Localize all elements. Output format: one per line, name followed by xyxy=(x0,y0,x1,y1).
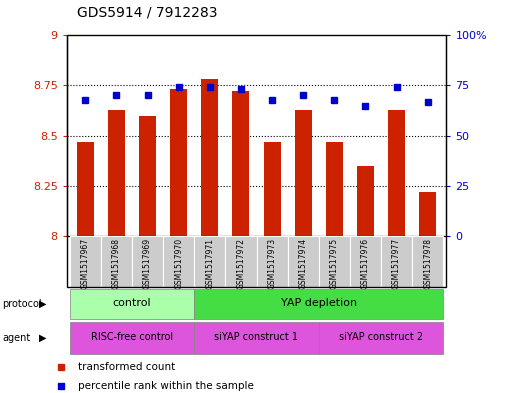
Text: siYAP construct 2: siYAP construct 2 xyxy=(339,332,423,342)
Text: RISC-free control: RISC-free control xyxy=(91,332,173,342)
Bar xyxy=(163,236,194,287)
Text: YAP depletion: YAP depletion xyxy=(281,298,357,308)
Bar xyxy=(194,322,319,354)
Bar xyxy=(264,141,281,236)
Text: GSM1517974: GSM1517974 xyxy=(299,238,308,290)
Bar xyxy=(326,141,343,236)
Text: GSM1517973: GSM1517973 xyxy=(268,238,277,290)
Bar xyxy=(225,236,256,287)
Bar xyxy=(288,236,319,287)
Bar xyxy=(412,236,443,287)
Bar xyxy=(194,288,443,319)
Text: control: control xyxy=(113,298,151,308)
Text: GSM1517978: GSM1517978 xyxy=(423,238,432,289)
Bar xyxy=(77,141,94,236)
Bar xyxy=(256,236,288,287)
Bar xyxy=(319,236,350,287)
Bar xyxy=(70,322,194,354)
Bar xyxy=(419,192,436,236)
Bar xyxy=(101,236,132,287)
Text: percentile rank within the sample: percentile rank within the sample xyxy=(77,380,253,391)
Text: ▶: ▶ xyxy=(38,333,46,343)
Text: protocol: protocol xyxy=(3,299,42,309)
Bar xyxy=(350,236,381,287)
Bar xyxy=(70,236,101,287)
Bar xyxy=(294,110,312,236)
Text: GDS5914 / 7912283: GDS5914 / 7912283 xyxy=(77,6,218,20)
Bar xyxy=(201,79,219,236)
Text: GSM1517969: GSM1517969 xyxy=(143,238,152,290)
Text: ▶: ▶ xyxy=(38,299,46,309)
Bar xyxy=(319,322,443,354)
Bar xyxy=(108,110,125,236)
Text: GSM1517975: GSM1517975 xyxy=(330,238,339,290)
Text: GSM1517976: GSM1517976 xyxy=(361,238,370,290)
Bar xyxy=(388,110,405,236)
Text: GSM1517971: GSM1517971 xyxy=(205,238,214,289)
Text: siYAP construct 1: siYAP construct 1 xyxy=(214,332,299,342)
Bar xyxy=(132,236,163,287)
Bar xyxy=(139,116,156,236)
Bar xyxy=(381,236,412,287)
Bar xyxy=(232,92,249,236)
Bar xyxy=(170,90,187,236)
Bar xyxy=(194,236,225,287)
Bar xyxy=(357,166,374,236)
Text: GSM1517972: GSM1517972 xyxy=(236,238,245,289)
Text: GSM1517968: GSM1517968 xyxy=(112,238,121,289)
Text: GSM1517970: GSM1517970 xyxy=(174,238,183,290)
Text: agent: agent xyxy=(3,333,31,343)
Bar xyxy=(70,288,194,319)
Text: GSM1517967: GSM1517967 xyxy=(81,238,90,290)
Text: GSM1517977: GSM1517977 xyxy=(392,238,401,290)
Text: transformed count: transformed count xyxy=(77,362,175,372)
